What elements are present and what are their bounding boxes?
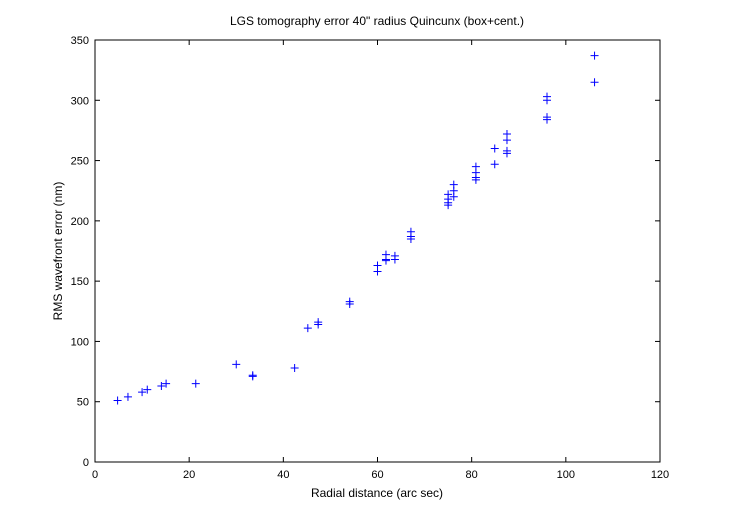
- data-point: [162, 379, 171, 388]
- x-tick-label: 40: [277, 469, 289, 481]
- y-tick-label: 0: [83, 457, 89, 469]
- data-point: [406, 227, 415, 236]
- x-tick-label: 120: [651, 469, 669, 481]
- data-point: [502, 146, 511, 155]
- data-point: [113, 396, 122, 405]
- data-point: [290, 363, 299, 372]
- data-point: [143, 385, 152, 394]
- data-point: [502, 130, 511, 139]
- x-axis-label: Radial distance (arc sec): [311, 486, 443, 500]
- data-point: [543, 92, 551, 101]
- x-tick-label: 20: [183, 469, 195, 481]
- data-point: [590, 51, 599, 60]
- data-point: [373, 261, 382, 270]
- data-point: [490, 160, 499, 169]
- y-tick-label: 300: [71, 95, 89, 107]
- y-tick-label: 200: [71, 216, 89, 228]
- data-point: [232, 360, 241, 369]
- data-point: [345, 297, 354, 306]
- data-point: [314, 318, 323, 327]
- x-tick-label: 100: [557, 469, 575, 481]
- y-axis-ticks: 0 50 100 150 200 250 300 350: [71, 35, 660, 469]
- data-point: [543, 113, 551, 122]
- data-point: [303, 324, 312, 333]
- y-tick-label: 50: [77, 397, 89, 409]
- x-axis-ticks: 0 20 40 60 80 100 120: [92, 40, 669, 481]
- y-tick-label: 350: [71, 35, 89, 47]
- data-point: [444, 190, 453, 199]
- data-point: [248, 372, 257, 381]
- y-tick-label: 150: [71, 276, 89, 288]
- data-point: [490, 144, 499, 153]
- data-point: [157, 382, 166, 391]
- y-tick-label: 100: [71, 336, 89, 348]
- data-point: [471, 162, 480, 171]
- data-point: [123, 392, 132, 401]
- data-point: [138, 388, 147, 397]
- data-point: [191, 379, 200, 388]
- y-tick-label: 250: [71, 156, 89, 168]
- x-tick-label: 80: [466, 469, 478, 481]
- y-axis-label: RMS wavefront error (nm): [51, 182, 65, 321]
- data-point: [449, 180, 458, 189]
- data-point: [390, 251, 399, 260]
- data-point: [590, 78, 599, 87]
- x-tick-label: 0: [92, 469, 98, 481]
- data-markers: [113, 51, 599, 405]
- x-tick-label: 60: [371, 469, 383, 481]
- data-point: [381, 250, 390, 259]
- chart-title: LGS tomography error 40" radius Quincunx…: [230, 14, 524, 28]
